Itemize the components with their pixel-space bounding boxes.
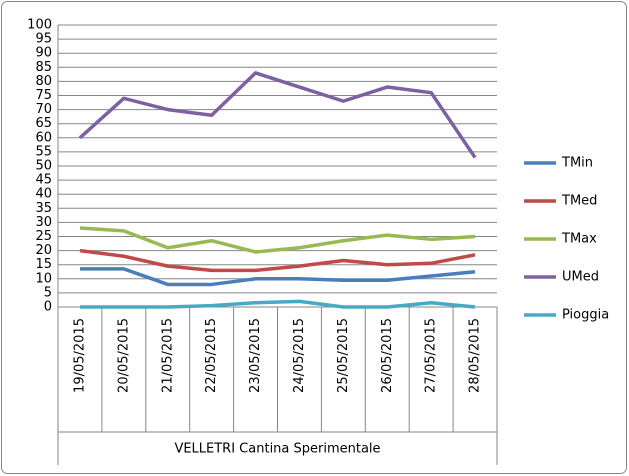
x-tick-label: 26/05/2015 [380, 318, 395, 393]
x-tick-label: 21/05/2015 [160, 318, 175, 393]
y-tick-label: 75 [35, 88, 52, 103]
y-tick-label: 30 [35, 215, 52, 230]
y-tick-label: 100 [27, 18, 52, 33]
x-tick-label: 19/05/2015 [72, 318, 87, 393]
y-tick-label: 85 [35, 60, 52, 75]
x-tick-label: 28/05/2015 [468, 318, 483, 393]
x-tick-label: 22/05/2015 [204, 318, 219, 393]
y-tick-label: 65 [35, 116, 52, 131]
legend-label: TMed [561, 194, 597, 209]
y-tick-label: 35 [35, 201, 52, 216]
series-line [79, 226, 476, 254]
legend-label: UMed [562, 270, 599, 285]
x-tick-label: 25/05/2015 [336, 318, 351, 393]
y-tick-label: 50 [35, 159, 52, 174]
y-tick-label: 45 [35, 173, 52, 188]
y-tick-label: 20 [35, 243, 52, 258]
y-tick-label: 95 [35, 32, 52, 47]
y-tick-label: 40 [35, 187, 52, 202]
y-tick-label: 10 [35, 271, 52, 286]
x-tick-label: 27/05/2015 [424, 318, 439, 393]
y-tick-label: 90 [35, 46, 52, 61]
x-tick-label: 24/05/2015 [292, 318, 307, 393]
y-tick-label: 55 [35, 144, 52, 159]
y-tick-label: 5 [44, 285, 52, 300]
legend-label: TMax [561, 232, 597, 247]
series-line [78, 71, 477, 159]
series-line [79, 248, 476, 273]
x-tick-label: 23/05/2015 [248, 318, 263, 393]
series-line [79, 299, 476, 309]
legend-label: Pioggia [562, 308, 609, 323]
y-tick-label: 0 [44, 300, 52, 315]
category-group-label: VELLETRI Cantina Sperimentale [174, 442, 380, 457]
series-line [79, 267, 476, 287]
x-tick-label: 20/05/2015 [116, 318, 131, 393]
y-tick-label: 15 [35, 257, 52, 272]
y-tick-label: 25 [35, 229, 52, 244]
y-tick-label: 80 [35, 74, 52, 89]
y-tick-label: 70 [35, 102, 52, 117]
legend-label: TMin [561, 156, 593, 171]
y-tick-label: 60 [35, 130, 52, 145]
